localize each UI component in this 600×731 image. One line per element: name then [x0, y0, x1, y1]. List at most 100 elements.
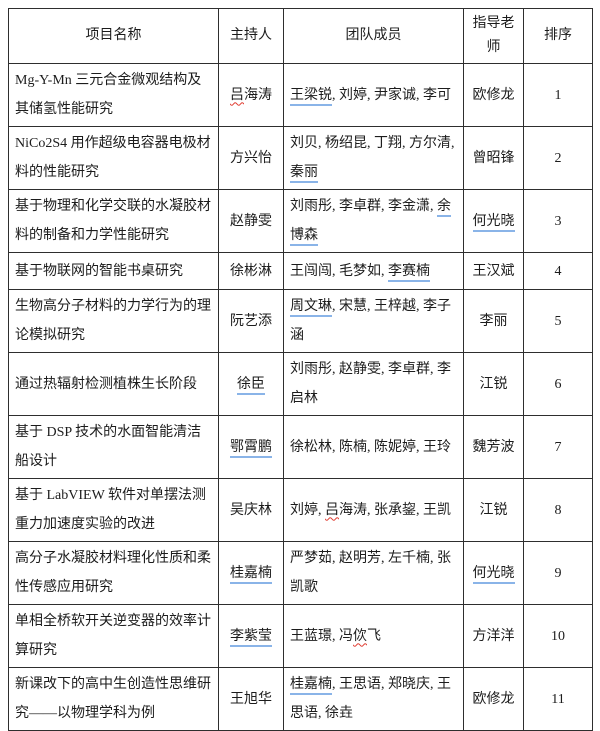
text-segment: 曾昭锋 [472, 150, 515, 166]
text-segment: 李丽 [479, 313, 508, 329]
text-segment: , 宋慧, 王梓越, 李子涵 [290, 299, 451, 343]
host-cell: 桂嘉楠 [218, 541, 284, 605]
project-name-cell: 单相全桥软开关逆变器的效率计算研究 [8, 604, 219, 668]
text-segment: 刘雨彤, 李卓群, 李金潇, [290, 199, 437, 214]
text-segment: 1 [554, 87, 562, 103]
column-header-advisor: 指导老师 [463, 8, 524, 64]
order-cell: 9 [523, 541, 593, 605]
order-cell: 10 [523, 604, 593, 668]
text-segment: 7 [554, 439, 562, 455]
order-cell: 6 [523, 352, 593, 416]
team-members-cell: 桂嘉楠, 王思语, 郑晓庆, 王思语, 徐垚 [283, 667, 464, 731]
order-cell: 7 [523, 415, 593, 479]
host-cell: 李紫莹 [218, 604, 284, 668]
advisor-cell: 方洋洋 [463, 604, 524, 668]
text-segment: 基于物联网的智能书桌研究 [15, 263, 183, 279]
text-segment: 江锐 [479, 376, 508, 392]
text-segment: 生物高分子材料的力学行为的理论模拟研究 [15, 299, 211, 343]
text-segment: 3 [554, 213, 562, 229]
order-cell: 8 [523, 478, 593, 542]
host-cell: 王旭华 [218, 667, 284, 731]
project-name-cell: NiCo2S4 用作超级电容器电极材料的性能研究 [8, 126, 219, 190]
table-row: 单相全桥软开关逆变器的效率计算研究 李紫莹 王蓝璟, 冯佽飞 方洋洋 10 [8, 604, 593, 668]
text-segment: 吴庆林 [230, 502, 272, 518]
host-cell: 徐彬淋 [218, 252, 284, 290]
spellcheck-flagged-text: 吕 [325, 502, 339, 518]
text-segment: 5 [554, 313, 562, 329]
text-segment: 方兴怡 [230, 150, 272, 166]
advisor-cell: 魏芳波 [463, 415, 524, 479]
order-cell: 3 [523, 189, 593, 253]
text-segment: 4 [554, 263, 562, 279]
host-cell: 阮艺添 [218, 289, 284, 353]
text-segment: 单相全桥软开关逆变器的效率计算研究 [15, 614, 211, 658]
table-row: 通过热辐射检测植株生长阶段 徐臣 刘雨彤, 赵静雯, 李卓群, 李启林 江锐 6 [8, 352, 593, 416]
text-segment: Mg-Y-Mn 三元合金微观结构及其储氢性能研究 [15, 73, 202, 117]
grammar-underlined-name: 何光晓 [472, 213, 515, 232]
table-row: NiCo2S4 用作超级电容器电极材料的性能研究 方兴怡 刘贝, 杨绍昆, 丁翔, … [8, 126, 593, 190]
table-row: 基于 DSP 技术的水面智能清洁船设计 鄂霄鹏 徐松林, 陈楠, 陈妮婷, 王玲 魏芳… [8, 415, 593, 479]
header-row: 项目名称 主持人 团队成员 指导老师 排序 [8, 8, 593, 64]
team-members-cell: 徐松林, 陈楠, 陈妮婷, 王玲 [283, 415, 464, 479]
team-members-cell: 严梦茹, 赵明芳, 左千楠, 张凯歌 [283, 541, 464, 605]
grammar-underlined-name: 徐臣 [237, 376, 265, 395]
table-row: Mg-Y-Mn 三元合金微观结构及其储氢性能研究 吕海涛 王梁锐, 刘婷, 尹家诚,… [8, 63, 593, 127]
order-cell: 5 [523, 289, 593, 353]
text-segment: 徐彬淋 [230, 263, 272, 279]
team-members-cell: 刘贝, 杨绍昆, 丁翔, 方尔清, 秦丽 [283, 126, 464, 190]
order-cell: 1 [523, 63, 593, 127]
table-row: 生物高分子材料的力学行为的理论模拟研究 阮艺添 周文琳, 宋慧, 王梓越, 李子涵 李… [8, 289, 593, 353]
grammar-underlined-name: 李紫莹 [230, 628, 272, 647]
text-segment: 10 [551, 628, 565, 644]
text-segment: 徐松林, 陈楠, 陈妮婷, 王玲 [290, 439, 451, 455]
project-name-cell: 基于物理和化学交联的水凝胶材料的制备和力学性能研究 [8, 189, 219, 253]
host-cell: 吴庆林 [218, 478, 284, 542]
grammar-underlined-name: 何光晓 [472, 565, 515, 584]
host-cell: 吕海涛 [218, 63, 284, 127]
order-cell: 11 [523, 667, 593, 731]
text-segment: 欧修龙 [472, 691, 515, 707]
column-header-project: 项目名称 [8, 8, 219, 64]
team-members-cell: 刘婷, 吕海涛, 张承鋆, 王凯 [283, 478, 464, 542]
advisor-cell: 何光晓 [463, 541, 524, 605]
grammar-underlined-name: 鄂霄鹏 [230, 439, 272, 458]
spellcheck-flagged-text: 佽 [353, 628, 367, 644]
project-name-cell: 生物高分子材料的力学行为的理论模拟研究 [8, 289, 219, 353]
text-segment: 高分子水凝胶材料理化性质和柔性传感应用研究 [15, 551, 211, 595]
text-segment: 江锐 [479, 502, 508, 518]
table-row: 新课改下的高中生创造性思维研究——以物理学科为例 王旭华 桂嘉楠, 王思语, 郑晓庆… [8, 667, 593, 731]
advisor-cell: 欧修龙 [463, 63, 524, 127]
text-segment: 8 [554, 502, 562, 518]
grammar-underlined-name: 李赛楠 [388, 263, 430, 282]
project-name-cell: 基于 DSP 技术的水面智能清洁船设计 [8, 415, 219, 479]
column-header-host: 主持人 [218, 8, 284, 64]
text-segment: 11 [551, 691, 565, 707]
text-segment: 通过热辐射检测植株生长阶段 [15, 376, 197, 392]
table-row: 基于物理和化学交联的水凝胶材料的制备和力学性能研究 赵静雯 刘雨彤, 李卓群, 李金… [8, 189, 593, 253]
host-cell: 鄂霄鹏 [218, 415, 284, 479]
text-segment: 刘雨彤, 赵静雯, 李卓群, 李启林 [290, 362, 451, 406]
column-header-order: 排序 [523, 8, 593, 64]
advisor-cell: 曾昭锋 [463, 126, 524, 190]
advisor-cell: 王汉斌 [463, 252, 524, 290]
text-segment: 刘贝, 杨绍昆, 丁翔, 方尔清, [290, 136, 455, 151]
text-segment: 海涛 [244, 87, 272, 103]
advisor-cell: 江锐 [463, 352, 524, 416]
column-header-members: 团队成员 [283, 8, 464, 64]
spellcheck-flagged-text: 吕 [230, 87, 244, 103]
text-segment: 王闯闯, 毛梦如, [290, 263, 388, 279]
text-segment: , 刘婷, 尹家诚, 李可 [332, 87, 451, 103]
text-segment: 海涛, 张承鋆, 王凯 [339, 502, 451, 518]
text-segment: 2 [554, 150, 562, 166]
text-segment: 飞 [367, 628, 381, 644]
advisor-cell: 欧修龙 [463, 667, 524, 731]
project-name-cell: 基于物联网的智能书桌研究 [8, 252, 219, 290]
grammar-underlined-name: 周文琳 [290, 299, 332, 317]
text-segment: NiCo2S4 用作超级电容器电极材料的性能研究 [15, 136, 211, 180]
text-segment: 欧修龙 [472, 87, 515, 103]
text-segment: 王蓝璟, 冯 [290, 628, 353, 644]
text-segment: 王汉斌 [472, 263, 515, 279]
grammar-underlined-name: 余博森 [290, 199, 451, 246]
text-segment: 王旭华 [230, 691, 272, 707]
project-name-cell: 通过热辐射检测植株生长阶段 [8, 352, 219, 416]
